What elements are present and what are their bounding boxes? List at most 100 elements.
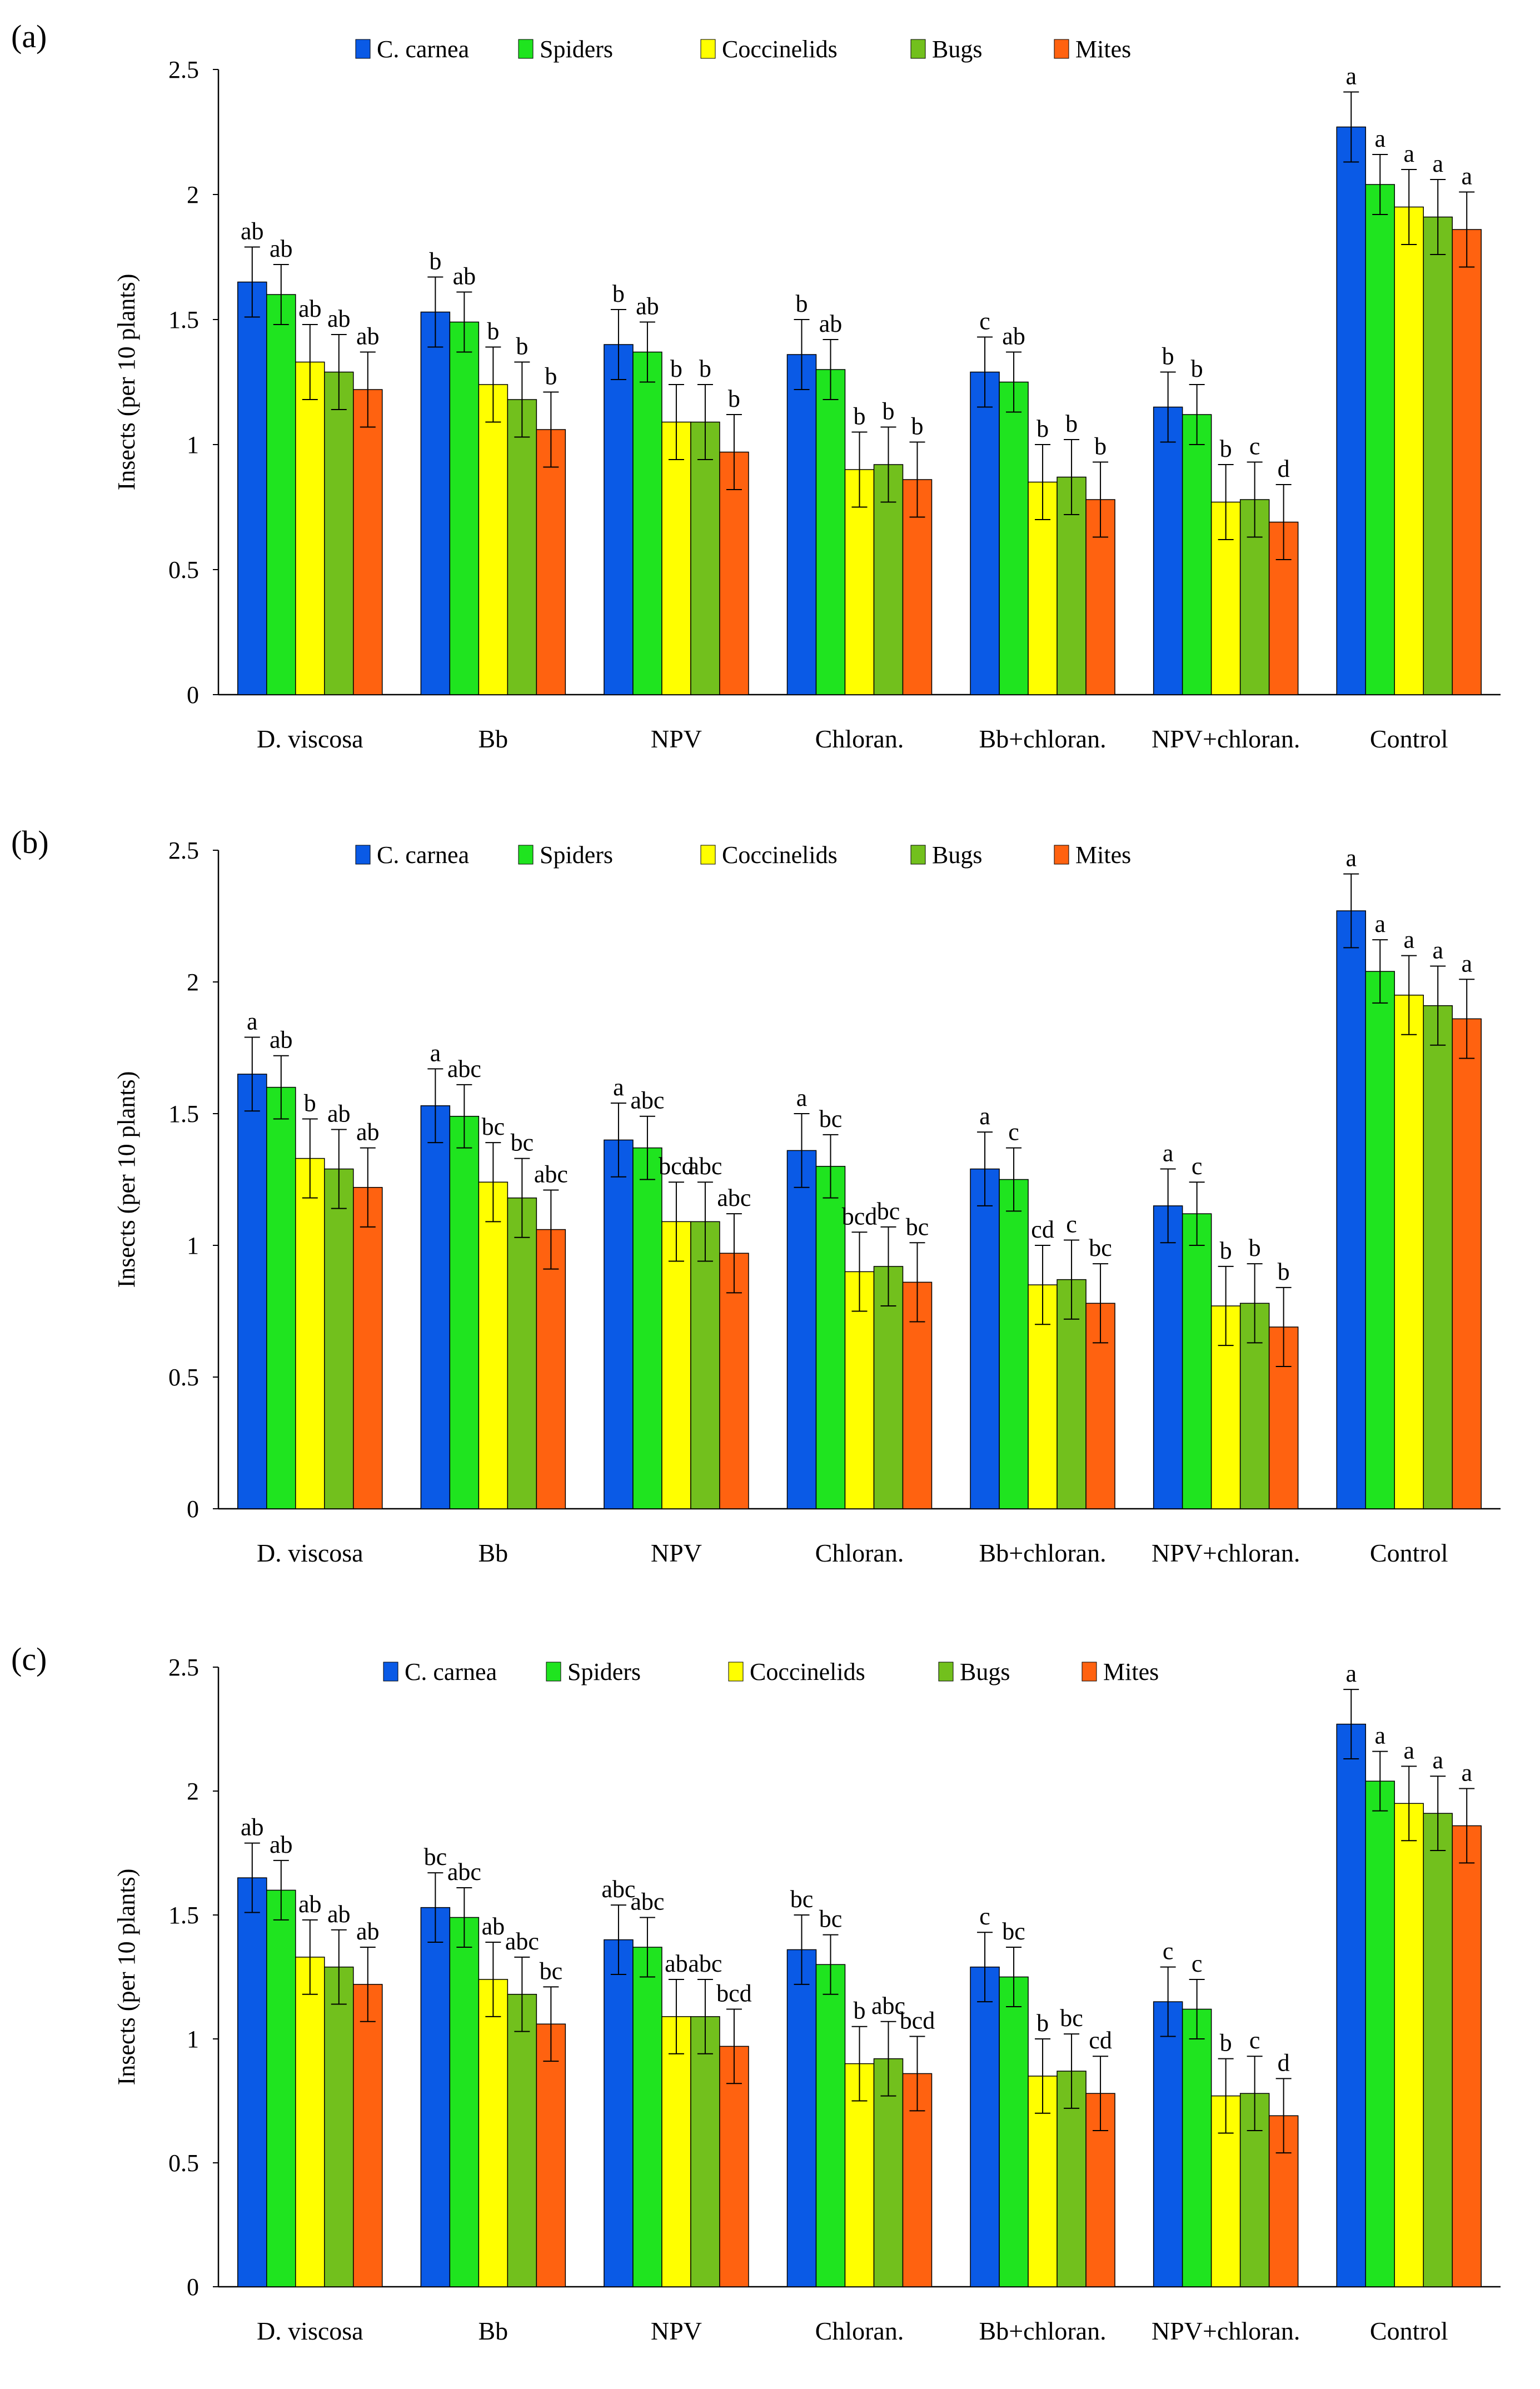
significance-letter: a: [1432, 150, 1443, 177]
bar: [420, 1907, 451, 2287]
significance-letter: b: [545, 363, 557, 390]
bar: [1423, 1005, 1453, 1509]
significance-letter: b: [1220, 2029, 1232, 2057]
significance-letter: ab: [327, 1901, 351, 1928]
significance-letter: ab: [327, 305, 351, 332]
significance-letter: c: [1192, 1153, 1203, 1180]
significance-letter: b: [1162, 343, 1174, 370]
y-tick-label: 2.5: [168, 56, 199, 83]
significance-letter: abc: [688, 1153, 722, 1180]
legend-label: Bugs: [960, 1658, 1010, 1685]
significance-letter: ab: [665, 1950, 688, 1977]
y-axis-title: Insects (per 10 plants): [113, 274, 140, 491]
bar: [507, 399, 537, 695]
significance-letter: bcd: [716, 1979, 752, 2007]
bar: [324, 1966, 354, 2287]
significance-letter: abc: [447, 1055, 481, 1083]
bar: [661, 1221, 691, 1509]
legend-label: C. carnea: [405, 1658, 497, 1685]
significance-letter: a: [1403, 140, 1414, 167]
significance-letter: ab: [298, 1891, 322, 1918]
x-category-label: Chloran.: [815, 2317, 904, 2345]
bar: [266, 1086, 296, 1509]
legend-label: Bugs: [932, 841, 982, 869]
x-category-label: NPV+chloran.: [1152, 1539, 1300, 1567]
x-category-label: Chloran.: [815, 725, 904, 753]
bar: [1394, 1803, 1424, 2287]
significance-letter: a: [796, 1084, 808, 1111]
bar: [449, 1917, 480, 2287]
y-tick-label: 2.5: [168, 1654, 199, 1681]
significance-letter: b: [883, 398, 895, 425]
significance-letter: bcd: [842, 1203, 878, 1230]
x-category-label: Control: [1370, 2317, 1448, 2345]
significance-letter: a: [430, 1039, 441, 1066]
significance-letter: a: [247, 1008, 258, 1035]
legend-swatch: [700, 39, 716, 59]
bar: [507, 1993, 537, 2287]
significance-letter: c: [1163, 1938, 1174, 1965]
bar: [815, 369, 846, 695]
bar: [1182, 2008, 1212, 2287]
significance-letter: a: [1345, 845, 1357, 872]
significance-letter: ab: [482, 1913, 505, 1940]
bar: [353, 1186, 383, 1509]
significance-letter: b: [1191, 355, 1203, 382]
significance-letter: c: [1066, 1211, 1077, 1238]
significance-letter: abc: [717, 1184, 751, 1211]
y-tick-label: 0.5: [168, 2149, 199, 2177]
legend-label: C. carnea: [377, 841, 469, 869]
legend-swatch: [910, 845, 926, 865]
bar: [1394, 994, 1424, 1509]
bar: [1153, 1205, 1183, 1509]
x-category-label: Bb+chloran.: [979, 1539, 1107, 1567]
chart-panel-b: (b)Insects (per 10 plants)00.511.522.5aa…: [11, 824, 1501, 1567]
significance-letter: abc: [447, 1858, 481, 1886]
bar: [420, 1105, 451, 1509]
bar: [324, 371, 354, 695]
significance-letter: d: [1278, 455, 1290, 482]
bar: [324, 1168, 354, 1509]
significance-letter: b: [429, 248, 441, 275]
bar: [604, 1939, 634, 2287]
bar: [786, 1150, 817, 1509]
bar: [237, 1877, 267, 2287]
significance-letter: ab: [241, 218, 264, 245]
bar: [1056, 476, 1087, 695]
bar: [449, 321, 480, 695]
bar: [661, 2016, 691, 2287]
bar: [237, 281, 267, 695]
bar: [999, 381, 1029, 695]
significance-letter: b: [699, 355, 711, 382]
significance-letter: bc: [511, 1129, 534, 1156]
panel-label: (a): [11, 18, 47, 54]
significance-letter: bc: [1060, 2004, 1083, 2032]
bar: [353, 389, 383, 695]
significance-letter: abc: [871, 1992, 905, 2019]
bar: [536, 429, 566, 695]
significance-letter: b: [612, 280, 625, 307]
significance-letter: b: [854, 1997, 866, 2024]
bar: [604, 344, 634, 695]
y-tick-label: 0.5: [168, 1364, 199, 1391]
panel-label: (b): [11, 824, 49, 860]
significance-letter: cd: [1089, 2027, 1112, 2054]
y-tick-label: 1.5: [168, 1100, 199, 1128]
y-tick-label: 2: [187, 181, 199, 208]
significance-letter: abc: [630, 1087, 664, 1114]
significance-letter: ab: [1002, 323, 1025, 350]
bar: [478, 384, 509, 695]
bar: [1365, 1780, 1395, 2287]
significance-letter: a: [1345, 1660, 1357, 1687]
x-category-label: Bb+chloran.: [979, 725, 1107, 753]
significance-letter: b: [1220, 1237, 1232, 1264]
significance-letter: ab: [270, 235, 293, 262]
legend-swatch: [938, 1662, 954, 1682]
significance-letter: ab: [636, 293, 659, 320]
significance-letter: b: [487, 318, 499, 345]
significance-letter: b: [670, 355, 682, 382]
bar: [1423, 216, 1453, 695]
legend-label: Spiders: [567, 1658, 641, 1685]
y-tick-label: 0: [187, 2273, 199, 2301]
